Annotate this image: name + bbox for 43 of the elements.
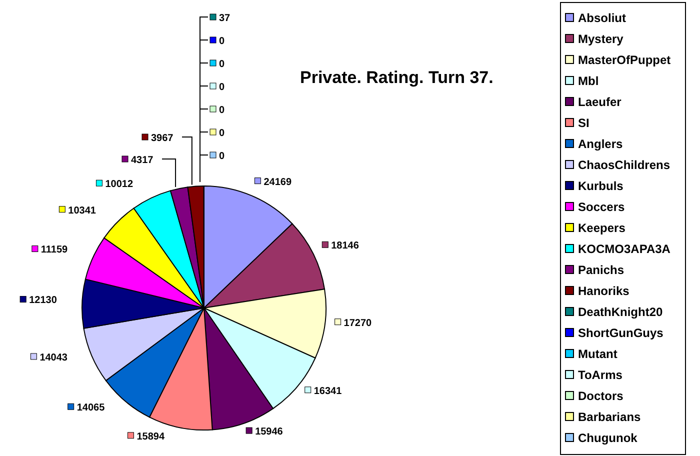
data-label: 18146 — [331, 240, 360, 252]
data-label: 15946 — [255, 426, 284, 438]
data-label: 37 — [219, 13, 231, 24]
legend-label: ToArms — [578, 368, 622, 382]
legend-label: DeathKnight20 — [578, 304, 663, 318]
legend-label: ShortGunGuys — [578, 326, 664, 340]
data-label: 11159 — [40, 244, 68, 256]
legend-label: Chugunok — [578, 430, 638, 444]
data-label: 16341 — [314, 386, 342, 397]
text: 0 — [219, 128, 225, 139]
legend-label: Panichs — [578, 262, 624, 276]
legend-label: Laeufer — [578, 94, 622, 108]
legend-label: Soccers — [578, 200, 625, 214]
legend-label: Barbarians — [578, 410, 641, 424]
legend-label: Hanoriks — [578, 284, 630, 298]
data-label: 15894 — [136, 431, 165, 442]
legend-label: Mystery — [578, 32, 624, 46]
text: 0 — [219, 105, 225, 116]
data-label: 14043 — [40, 352, 68, 364]
legend-label: KOCMO3APA3A — [578, 242, 670, 256]
data-label: 17270 — [344, 318, 372, 329]
text: 0 — [219, 59, 225, 70]
data-label: 10341 — [68, 205, 96, 216]
legend-label: Kurbuls — [578, 178, 624, 192]
data-label: 4317 — [131, 155, 154, 166]
legend-label: Mutant — [578, 346, 618, 360]
data-label: 24169 — [264, 176, 292, 188]
legend-label: Keepers — [578, 220, 626, 234]
legend-label: Mbl — [578, 74, 599, 88]
text: 0 — [219, 36, 225, 47]
data-label: 14065 — [76, 402, 106, 414]
legend-label: Absoliut — [578, 10, 626, 24]
legend-label: MasterOfPuppet — [578, 52, 671, 66]
legend-label: Doctors — [578, 388, 624, 402]
text: 0 — [219, 151, 225, 162]
legend-label: ChaosChildrens — [578, 158, 670, 172]
text: Private. Rating. Turn 37. — [300, 68, 494, 88]
data-label: 12130 — [29, 295, 58, 306]
text: 0 — [219, 82, 225, 93]
legend-label: Anglers — [578, 136, 623, 150]
legend-label: SI — [578, 116, 590, 130]
data-label: 10012 — [105, 179, 134, 190]
data-label: 3967 — [151, 133, 174, 144]
